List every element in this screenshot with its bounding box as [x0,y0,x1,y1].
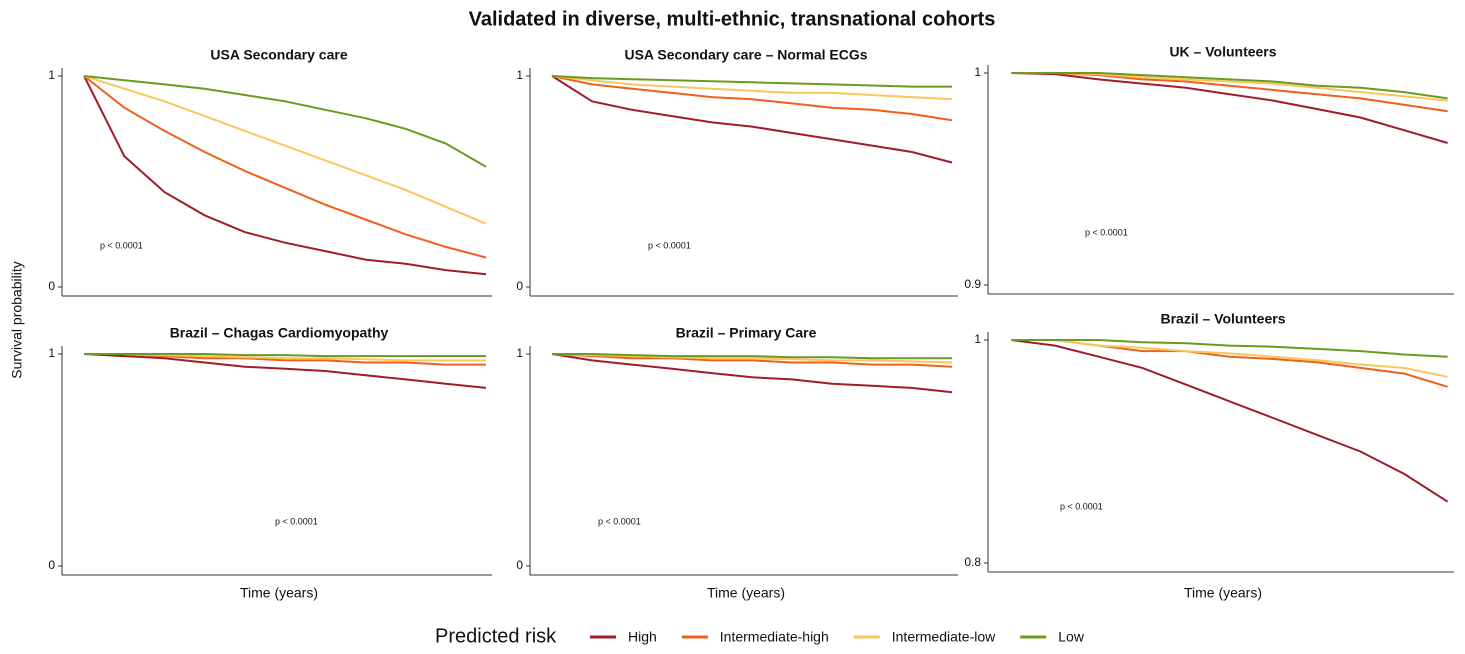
p-value-annotation: p < 0.0001 [598,516,641,526]
panel-title: USA Secondary care [210,47,347,63]
y-tick-label: 1 [516,346,523,360]
figure-title: Validated in diverse, multi-ethnic, tran… [469,8,996,30]
survival-curve [1011,339,1448,388]
y-tick-label: 1 [516,68,523,82]
survival-curve [551,75,953,164]
survival-curve [83,75,487,168]
y-tick-label: 1 [48,346,55,360]
y-tick-label: 0.9 [964,277,981,291]
y-tick-label: 1 [48,68,55,82]
survival-curve [551,353,953,394]
p-value-annotation: p < 0.0001 [648,240,691,250]
panel-title: Brazil – Chagas Cardiomyopathy [170,325,389,341]
y-axis-label: Survival probability [9,261,25,379]
survival-curve [551,75,953,101]
survival-curve [551,353,953,364]
survival-curve [551,75,953,122]
x-axis-label: Time (years) [240,585,318,601]
panel-title: Brazil – Primary Care [676,325,817,341]
survival-curve [1011,339,1449,503]
p-value-annotation: p < 0.0001 [275,516,318,526]
y-tick-label: 1 [974,65,981,79]
p-value-annotation: p < 0.0001 [1085,227,1128,237]
survival-curve [1011,339,1448,378]
legend-label: Intermediate-high [720,629,829,645]
panel-title: Brazil – Volunteers [1160,311,1285,327]
survival-curve [552,353,952,360]
y-tick-label: 0 [516,279,523,293]
y-tick-label: 0.8 [964,555,981,569]
legend-title: Predicted risk [435,625,557,647]
survival-curve [551,353,953,368]
y-tick-label: 0 [48,279,55,293]
survival-curve [551,75,952,88]
y-tick-label: 0 [48,558,55,572]
survival-curve [1011,339,1448,358]
y-tick-label: 1 [974,332,981,346]
x-axis-label: Time (years) [707,585,785,601]
legend-label: High [628,629,657,645]
legend-label: Low [1058,629,1085,645]
legend-label: Intermediate-low [892,629,996,645]
survival-curve [83,75,487,276]
survival-curve [84,353,486,358]
y-tick-label: 0 [516,558,523,572]
p-value-annotation: p < 0.0001 [100,240,143,250]
survival-curve [1011,72,1448,144]
survival-curve [84,353,487,389]
p-value-annotation: p < 0.0001 [1060,501,1103,511]
survival-curve [83,75,487,225]
x-axis-label: Time (years) [1184,585,1262,601]
panel-title: UK – Volunteers [1169,44,1276,60]
panel-title: USA Secondary care – Normal ECGs [624,47,867,63]
survival-curve [83,75,487,259]
survival-curve [1011,72,1448,100]
